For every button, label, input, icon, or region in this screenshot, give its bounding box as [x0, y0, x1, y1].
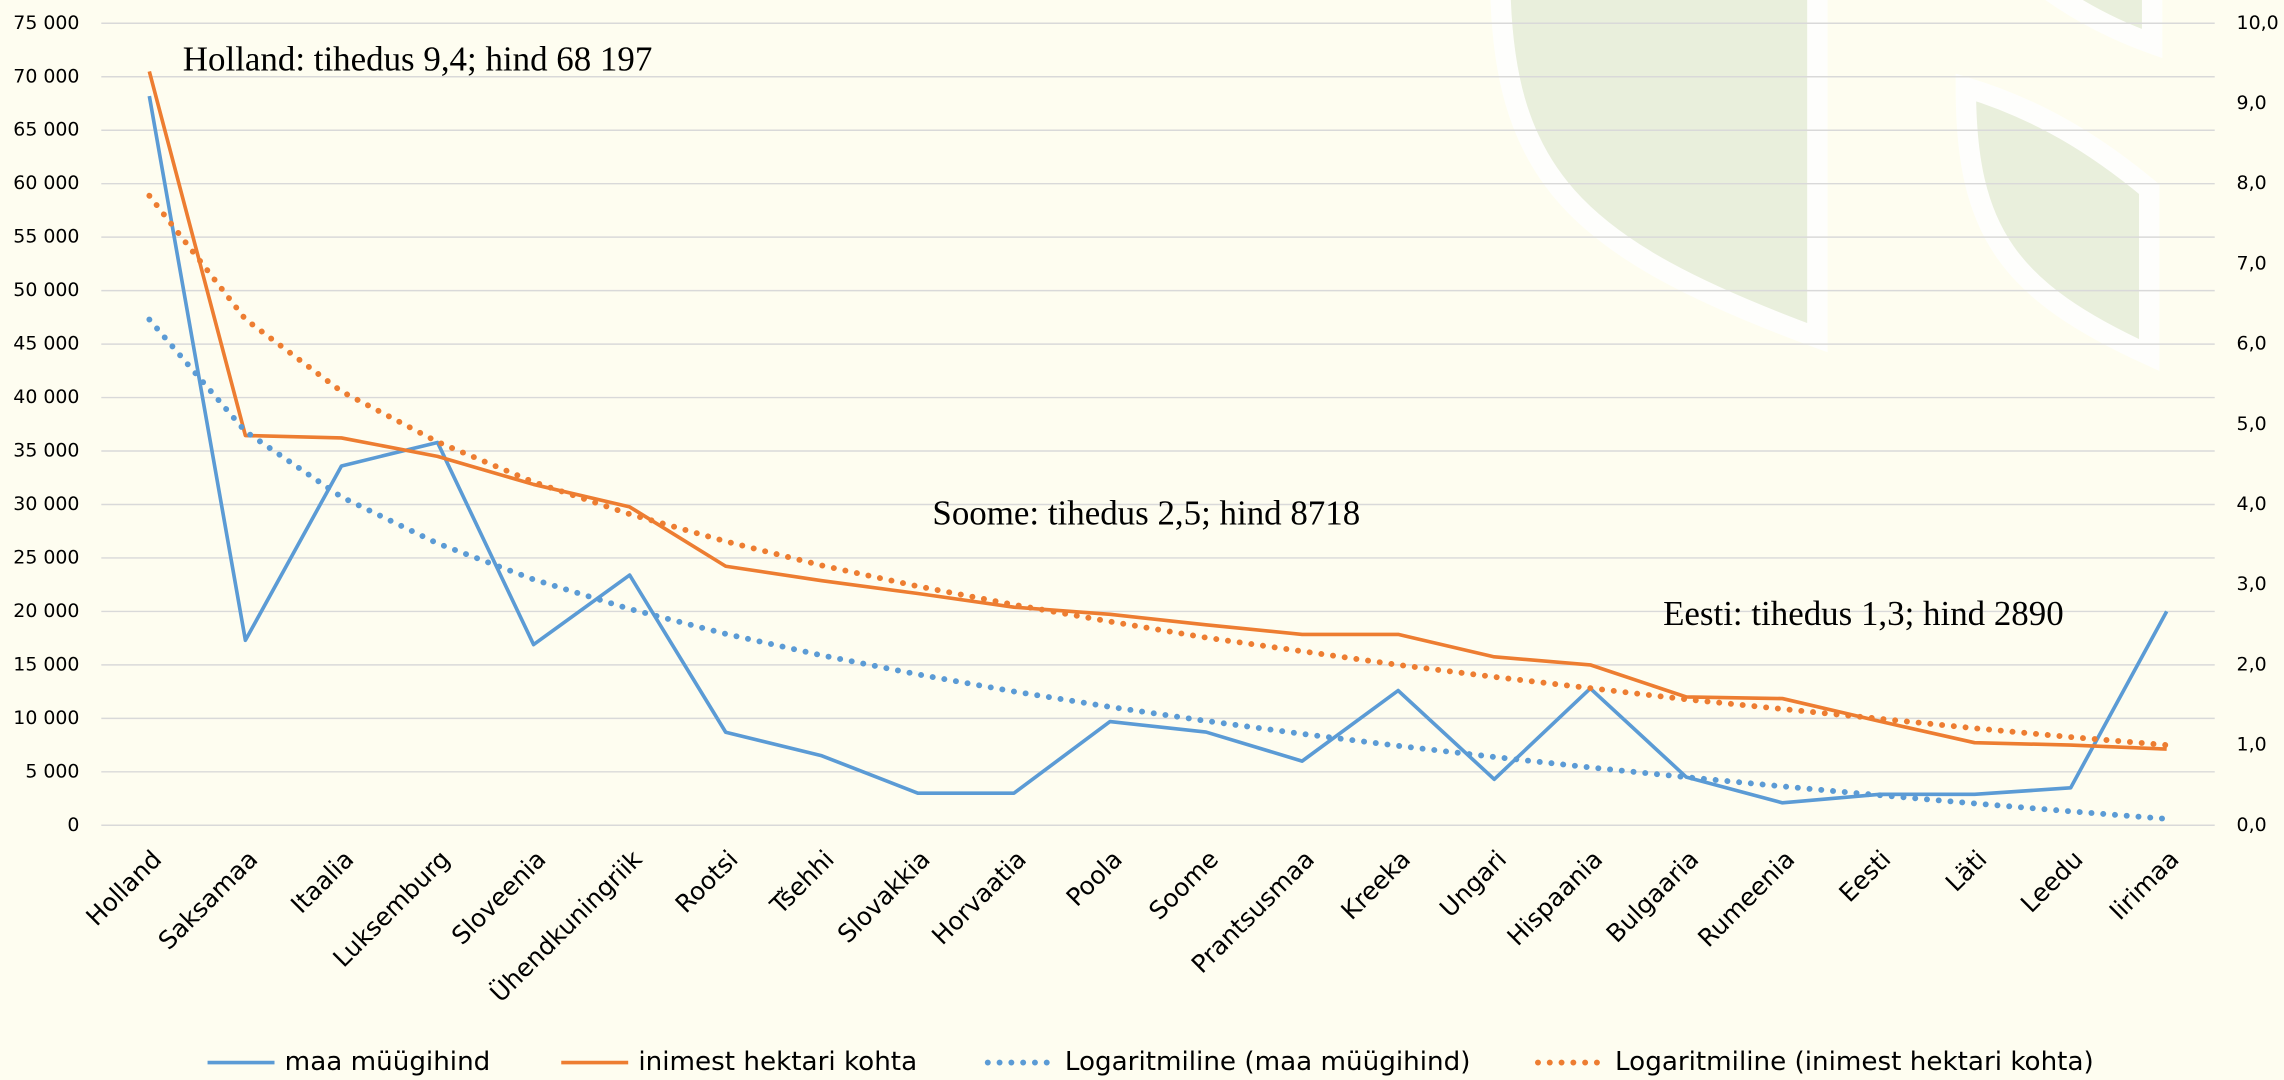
y-tick-label: 55 000: [13, 226, 79, 248]
y2-tick-label: 2,0: [2237, 653, 2267, 675]
legend-label: Logaritmiline (maa müügihind): [1065, 1047, 1471, 1077]
annotation: Soome: tihedus 2,5; hind 8718: [932, 494, 1360, 533]
y2-tick-label: 1,0: [2237, 734, 2267, 756]
series-line: [147, 70, 2167, 751]
legend-label: inimest hektari kohta: [638, 1047, 917, 1077]
y2-tick-label: 0,0: [2237, 814, 2267, 836]
y-tick-label: 15 000: [13, 653, 79, 675]
trend-line: [146, 316, 2170, 822]
y2-tick-label: 6,0: [2237, 333, 2267, 355]
y2-tick-label: 3,0: [2237, 573, 2267, 595]
series-line: [147, 95, 2169, 805]
y-tick-label: 45 000: [13, 333, 79, 355]
y-tick-label: 35 000: [13, 440, 79, 462]
annotation: Eesti: tihedus 1,3; hind 2890: [1663, 594, 2064, 633]
y-tick-label: 40 000: [13, 386, 79, 408]
y2-tick-label: 10,0: [2237, 12, 2279, 34]
y-tick-label: 70 000: [13, 65, 79, 87]
background-leaves: [1490, 0, 2163, 372]
y-tick-label: 60 000: [13, 172, 79, 194]
y-tick-label: 0: [67, 814, 79, 836]
y2-tick-label: 5,0: [2237, 413, 2267, 435]
y-tick-label: 75 000: [13, 12, 79, 34]
y-tick-label: 50 000: [13, 279, 79, 301]
y2-tick-label: 4,0: [2237, 493, 2267, 515]
y2-tick-label: 8,0: [2237, 172, 2267, 194]
y2-tick-label: 7,0: [2237, 252, 2267, 274]
y-tick-label: 20 000: [13, 600, 79, 622]
legend-label: maa müügihind: [285, 1047, 491, 1077]
y-tick-label: 25 000: [13, 546, 79, 568]
y2-tick-label: 9,0: [2237, 92, 2267, 114]
trend-line: [146, 192, 2170, 748]
y-tick-label: 5 000: [25, 760, 79, 782]
legend-label: Logaritmiline (inimest hektari kohta): [1615, 1047, 2094, 1077]
y-tick-label: 65 000: [13, 119, 79, 141]
annotation: Holland: tihedus 9,4; hind 68 197: [183, 40, 652, 79]
y-tick-label: 10 000: [13, 707, 79, 729]
y-tick-label: 30 000: [13, 493, 79, 515]
